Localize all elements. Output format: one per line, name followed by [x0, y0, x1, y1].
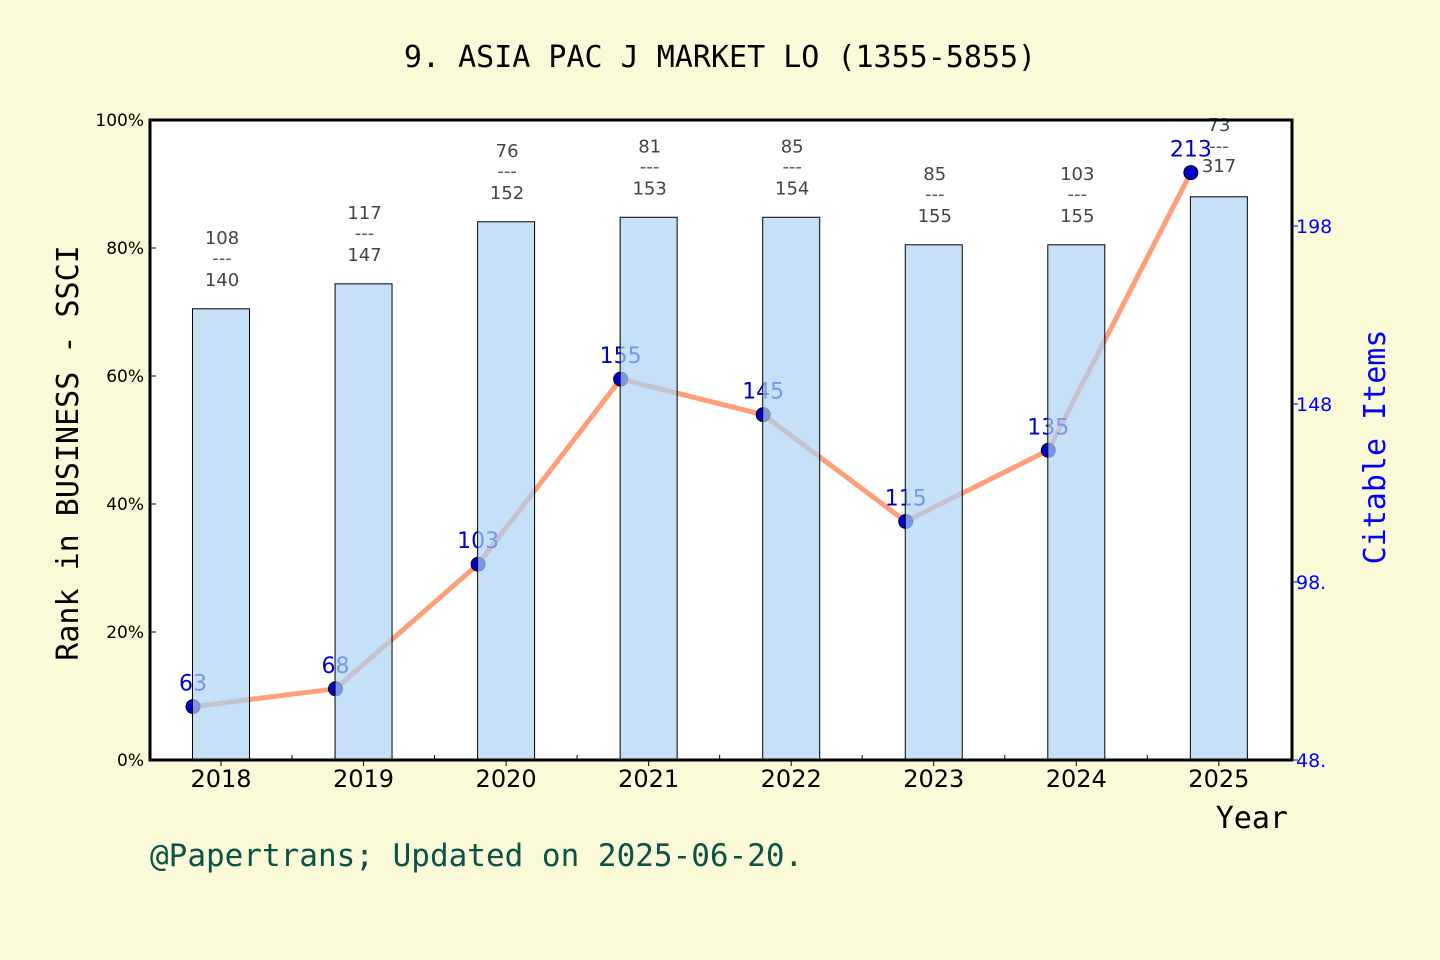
- y2-tick-label: 148: [1296, 394, 1332, 416]
- total-label: 155: [1060, 206, 1094, 227]
- y-tick-label: 60%: [106, 367, 144, 387]
- rank-separator: ---: [640, 156, 660, 177]
- x-tick-label: 2019: [333, 765, 394, 793]
- rank-label: 73: [1208, 115, 1231, 136]
- x-tick-label: 2018: [190, 765, 251, 793]
- bar: [762, 216, 821, 761]
- bar: [1189, 196, 1248, 761]
- rank-label: 103: [1060, 164, 1094, 185]
- y-tick-label: 80%: [106, 239, 144, 259]
- x-axis-label: Year: [1216, 801, 1288, 836]
- total-label: 152: [490, 183, 524, 204]
- total-label: 317: [1202, 156, 1236, 177]
- rank-separator: ---: [1209, 136, 1229, 157]
- bar: [904, 244, 963, 761]
- y-tick-label: 0%: [117, 751, 144, 771]
- bar: [192, 308, 250, 761]
- footer-credit: @Papertrans; Updated on 2025-06-20.: [150, 838, 803, 874]
- y-tick-label: 40%: [106, 495, 144, 515]
- total-label: 153: [632, 178, 666, 199]
- rank-label: 85: [781, 136, 804, 157]
- bar: [477, 221, 536, 761]
- x-tick-label: 2021: [618, 765, 679, 793]
- chart-title: 9. ASIA PAC J MARKET LO (1355-5855): [404, 40, 1036, 75]
- x-tick-label: 2024: [1046, 765, 1107, 793]
- rank-separator: ---: [355, 223, 375, 244]
- rank-separator: ---: [782, 156, 802, 177]
- y-tick-label: 100%: [95, 111, 144, 131]
- citable-point: [1183, 165, 1199, 181]
- rank-separator: ---: [212, 248, 232, 269]
- y2-axis-label: Citable Items: [1358, 330, 1393, 565]
- rank-separator: ---: [925, 184, 945, 205]
- rank-label: 117: [347, 203, 381, 224]
- plot-frame: [148, 118, 1294, 762]
- rank-separator: ---: [1068, 184, 1088, 205]
- rank-label: 76: [496, 141, 519, 162]
- rank-label: 85: [923, 164, 946, 185]
- total-label: 140: [205, 270, 239, 291]
- bar: [334, 283, 393, 761]
- bar: [1047, 244, 1106, 761]
- y-tick-label: 20%: [106, 623, 144, 643]
- x-tick-label: 2025: [1188, 765, 1249, 793]
- citable-label: 213: [1170, 138, 1212, 163]
- y2-tick-label: 198: [1296, 216, 1332, 238]
- x-tick-label: 2020: [476, 765, 537, 793]
- x-tick-label: 2022: [761, 765, 822, 793]
- x-tick-label: 2023: [903, 765, 964, 793]
- y2-tick-label: 48.: [1296, 750, 1326, 772]
- y-axis-label: Rank in BUSINESS - SSCI: [51, 245, 86, 660]
- total-label: 147: [347, 245, 381, 266]
- bar: [619, 216, 678, 761]
- rank-label: 81: [638, 136, 661, 157]
- total-label: 155: [918, 206, 952, 227]
- y2-tick-label: 98.: [1296, 572, 1326, 594]
- rank-label: 108: [205, 228, 239, 249]
- total-label: 154: [775, 178, 809, 199]
- rank-separator: ---: [497, 161, 517, 182]
